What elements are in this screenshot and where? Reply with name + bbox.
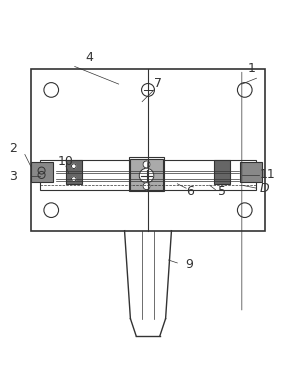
Circle shape <box>71 177 76 181</box>
Circle shape <box>143 161 150 168</box>
Bar <box>214 160 230 184</box>
Bar <box>39 160 257 190</box>
Text: 2: 2 <box>9 142 17 155</box>
Bar <box>66 160 82 184</box>
Text: 6: 6 <box>186 185 194 197</box>
Bar <box>31 162 53 182</box>
Text: 9: 9 <box>185 258 193 271</box>
Circle shape <box>139 168 154 183</box>
Text: 10: 10 <box>58 155 74 168</box>
Bar <box>31 70 265 231</box>
Circle shape <box>143 183 150 190</box>
Text: 3: 3 <box>9 170 17 183</box>
Text: 7: 7 <box>154 77 162 90</box>
Bar <box>131 159 163 190</box>
Text: 11: 11 <box>259 169 275 181</box>
Text: D: D <box>259 182 269 195</box>
Circle shape <box>71 164 76 169</box>
Text: 1: 1 <box>248 62 255 75</box>
Bar <box>240 162 262 182</box>
Text: 5: 5 <box>218 185 226 197</box>
Bar <box>129 158 164 191</box>
Text: 4: 4 <box>86 50 93 64</box>
